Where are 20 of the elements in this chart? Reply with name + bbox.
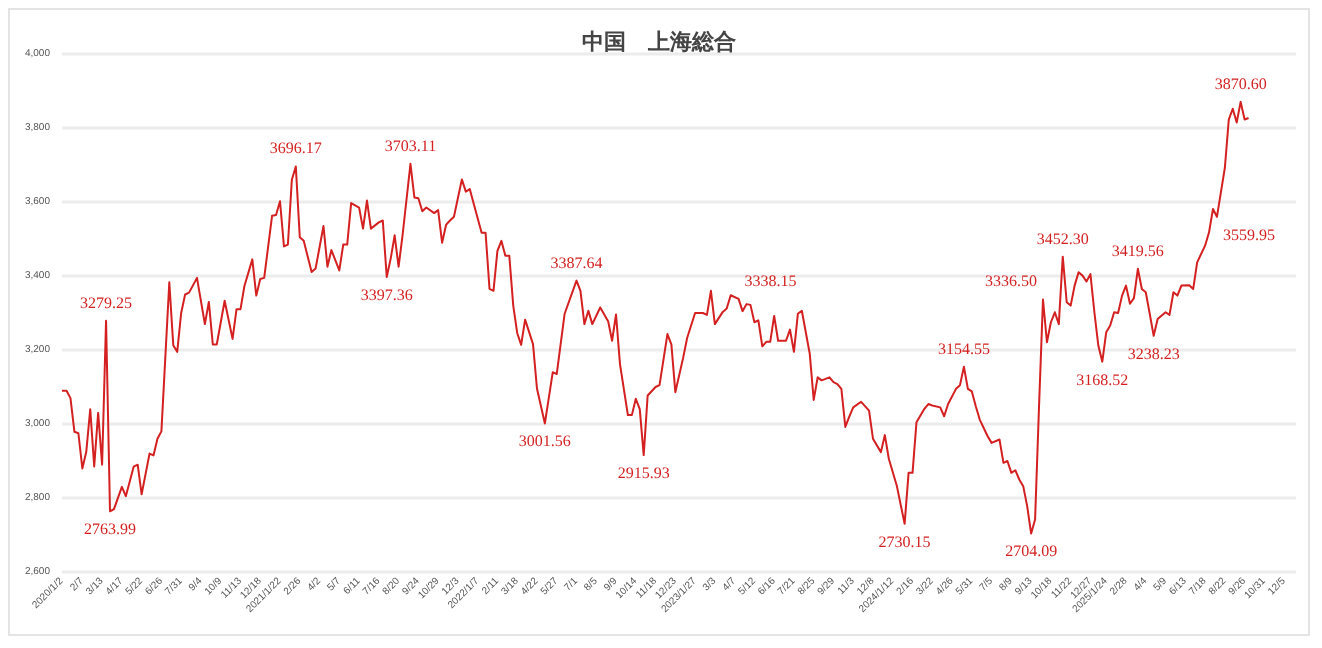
annotation: 3452.30 [1036,229,1089,248]
annotation: 3238.23 [1127,344,1180,363]
annotation: 3387.64 [550,253,603,272]
annotation: 3696.17 [269,139,322,158]
annotation: 3870.60 [1214,74,1267,93]
annotation: 2704.09 [1005,542,1058,561]
annotation: 2915.93 [617,464,670,483]
annotation: 3168.52 [1076,370,1129,389]
annotation: 3001.56 [518,432,571,451]
annotation: 3338.15 [744,271,797,290]
annotation: 2730.15 [878,532,931,551]
annotation: 3419.56 [1111,241,1164,260]
annotation: 2763.99 [84,520,136,539]
chart-title: 中国 上海総合 [582,29,738,55]
annotation: 3154.55 [937,339,990,358]
annotation: 3559.95 [1222,225,1275,244]
annotation: 3703.11 [384,136,437,155]
annotation: 3279.25 [80,293,133,312]
annotation: 3397.36 [360,285,413,304]
annotation: 3336.50 [984,272,1037,291]
